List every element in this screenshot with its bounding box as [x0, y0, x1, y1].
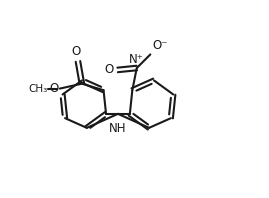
Text: O: O — [49, 82, 59, 95]
Text: N⁺: N⁺ — [129, 53, 144, 66]
Text: O: O — [71, 45, 80, 58]
Text: O⁻: O⁻ — [153, 39, 168, 52]
Text: NH: NH — [109, 122, 127, 135]
Text: CH₃: CH₃ — [28, 84, 47, 94]
Text: O: O — [104, 63, 114, 76]
